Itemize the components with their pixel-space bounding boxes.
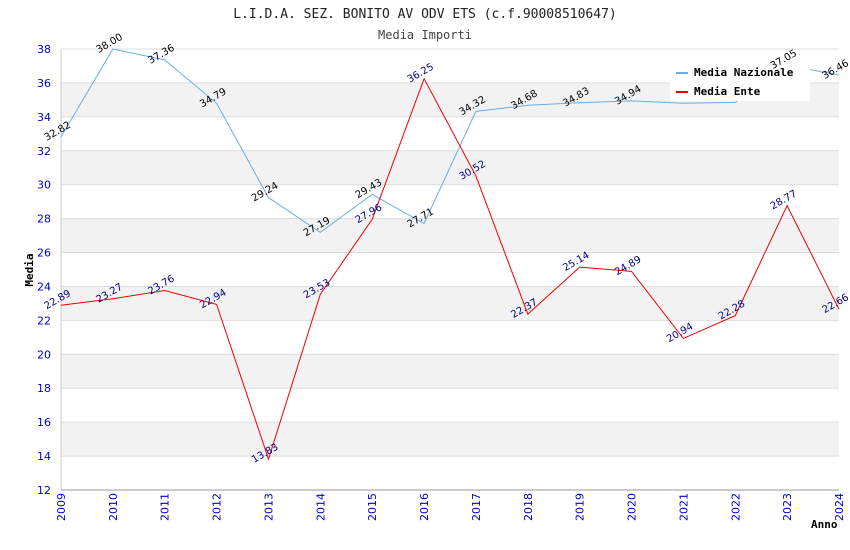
grid-band [61,218,839,253]
x-tick-label: 2012 [211,493,224,521]
x-axis-label: Anno [811,518,838,531]
chart-subtitle: Media Importi [378,28,472,42]
series-line-0 [60,48,840,234]
y-tick-label: 12 [37,484,51,497]
y-tick-label: 32 [37,145,51,158]
legend: Media Nazionale Media Ente [670,61,810,101]
y-tick-label: 14 [37,450,51,463]
y-tick-label: 18 [37,382,51,395]
grid-band [61,252,839,287]
grid-band [61,422,839,457]
legend-box [670,61,810,101]
x-tick-label: 2023 [781,493,794,521]
y-tick-label: 24 [37,280,51,293]
x-tick-label: 2015 [366,493,379,521]
y-tick-label: 28 [37,213,51,226]
x-tick-label: 2016 [418,493,431,521]
series-line-1 [60,77,840,461]
x-tick-label: 2017 [470,493,483,521]
y-tick-labels: 12 14 16 18 20 22 24 26 28 30 32 34 36 38 [37,43,51,497]
grid-band [61,354,839,389]
x-tick-label: 2009 [55,493,68,521]
chart-title: L.I.D.A. SEZ. BONITO AV ODV ETS (c.f.900… [233,7,617,22]
x-tick-label: 2018 [522,493,535,521]
y-tick-label: 38 [37,43,51,56]
grid-band [61,456,839,490]
grid-band [61,116,839,151]
x-tick-label: 2022 [729,493,742,521]
y-tick-label: 26 [37,247,51,260]
legend-label: Media Nazionale [694,66,794,79]
x-tick-labels: 2009 2010 2011 2012 2013 2014 2015 2016 2017 2018… [55,493,846,521]
y-tick-label: 34 [37,111,51,124]
y-tick-label: 30 [37,179,51,192]
grid-band [61,184,839,219]
grid-bands [61,49,839,490]
x-tick-label: 2011 [159,493,172,521]
y-tick-label: 16 [37,416,51,429]
y-tick-label: 20 [37,348,51,361]
grid-band [61,320,839,355]
grid-lines [60,48,839,491]
x-tick-label: 2013 [262,493,275,521]
x-tick-label: 2020 [626,493,639,521]
x-tick-label: 2014 [314,493,327,521]
x-tick-label: 2021 [677,493,690,521]
series-lines [60,48,840,461]
x-tick-label: 2019 [574,493,587,521]
grid-band [61,388,839,423]
grid-band [61,286,839,321]
y-tick-label: 36 [37,77,51,90]
y-tick-label: 22 [37,314,51,327]
y-axis-label: Media [23,253,36,286]
x-tick-label: 2024 [833,493,846,521]
legend-label: Media Ente [694,85,761,98]
x-tick-label: 2010 [107,493,120,521]
